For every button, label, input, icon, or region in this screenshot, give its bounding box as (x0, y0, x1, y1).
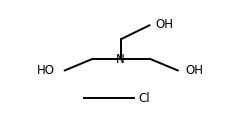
Text: Cl: Cl (138, 92, 150, 105)
Text: OH: OH (185, 64, 203, 77)
Text: HO: HO (37, 64, 55, 77)
Text: OH: OH (155, 18, 173, 31)
Text: N: N (116, 53, 125, 66)
